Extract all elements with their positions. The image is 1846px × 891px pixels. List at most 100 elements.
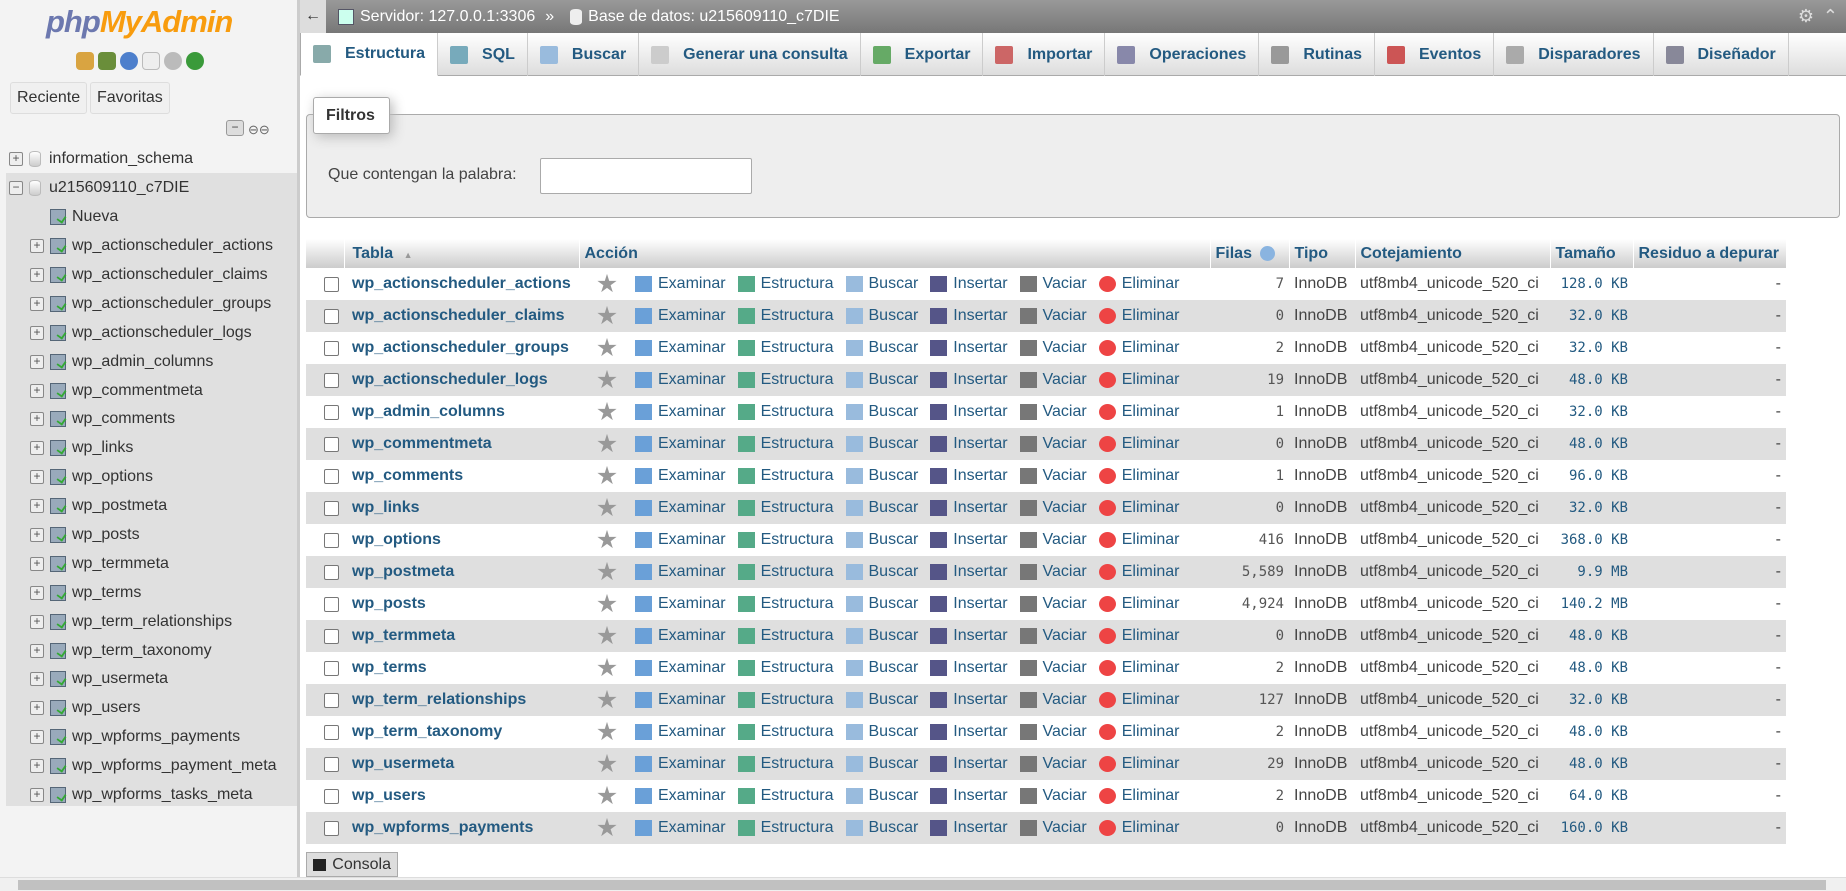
table-name[interactable]: wp_usermeta	[72, 670, 169, 688]
favorite-star-icon[interactable]	[597, 625, 617, 645]
tab-exportar[interactable]: Exportar	[861, 33, 984, 76]
tree-database[interactable]: + information_schema	[0, 145, 297, 174]
action-structure[interactable]: Estructura	[737, 306, 834, 326]
action-insert[interactable]: Insertar	[930, 402, 1008, 422]
row-checkbox[interactable]	[324, 660, 339, 676]
tree-table[interactable]: + wp_wpforms_payment_meta	[0, 752, 297, 781]
expand-icon[interactable]: +	[30, 383, 44, 398]
table-name-link[interactable]: wp_actionscheduler_claims	[352, 307, 565, 324]
table-name[interactable]: wp_actionscheduler_actions	[72, 237, 274, 255]
action-empty[interactable]: Vaciar	[1019, 754, 1087, 774]
action-search[interactable]: Buscar	[845, 306, 918, 326]
action-drop[interactable]: Eliminar	[1098, 754, 1180, 774]
action-drop[interactable]: Eliminar	[1098, 530, 1180, 550]
table-name[interactable]: wp_terms	[72, 583, 142, 601]
action-insert[interactable]: Insertar	[930, 530, 1008, 550]
recent-button[interactable]: Reciente	[10, 82, 88, 114]
action-insert[interactable]: Insertar	[930, 658, 1008, 678]
tree-database[interactable]: − u215609110_c7DIE	[0, 174, 297, 203]
expand-icon[interactable]: +	[30, 499, 44, 514]
action-empty[interactable]: Vaciar	[1019, 306, 1087, 326]
expand-icon[interactable]: +	[30, 585, 44, 600]
header-0[interactable]: Tabla ▲	[344, 239, 580, 268]
tab-buscar[interactable]: Buscar	[528, 33, 640, 76]
action-drop[interactable]: Eliminar	[1098, 466, 1180, 486]
tree-table[interactable]: + wp_actionscheduler_logs	[0, 318, 297, 347]
row-checkbox[interactable]	[324, 500, 339, 516]
tree-table[interactable]: + wp_wpforms_payments	[0, 723, 297, 752]
table-name[interactable]: wp_termmeta	[72, 554, 169, 572]
breadcrumb-server[interactable]: Servidor: 127.0.0.1:3306	[360, 7, 536, 25]
action-insert[interactable]: Insertar	[930, 722, 1008, 742]
expand-icon[interactable]: +	[30, 239, 44, 254]
phpmyadmin-logo[interactable]: phpMyAdmin	[46, 4, 233, 39]
expand-icon[interactable]: +	[30, 672, 44, 687]
action-browse[interactable]: Examinar	[635, 338, 726, 358]
expand-icon[interactable]: +	[9, 152, 23, 167]
action-insert[interactable]: Insertar	[930, 594, 1008, 614]
table-name-link[interactable]: wp_comments	[352, 467, 464, 484]
action-insert[interactable]: Insertar	[930, 626, 1008, 646]
header-2[interactable]: Filas	[1210, 239, 1290, 268]
table-name-link[interactable]: wp_users	[352, 787, 426, 804]
tree-table[interactable]: + wp_termmeta	[0, 549, 297, 578]
action-browse[interactable]: Examinar	[635, 274, 726, 294]
favorite-star-icon[interactable]	[597, 529, 617, 549]
tab-operaciones[interactable]: Operaciones	[1105, 33, 1260, 76]
action-insert[interactable]: Insertar	[930, 274, 1008, 294]
row-checkbox[interactable]	[324, 404, 339, 420]
action-insert[interactable]: Insertar	[930, 690, 1008, 710]
table-name[interactable]: wp_actionscheduler_groups	[72, 294, 272, 312]
header-5[interactable]: Tamaño	[1550, 239, 1634, 268]
favorite-star-icon[interactable]	[597, 465, 617, 485]
action-browse[interactable]: Examinar	[635, 370, 726, 390]
action-browse[interactable]: Examinar	[635, 562, 726, 582]
action-drop[interactable]: Eliminar	[1098, 498, 1180, 518]
table-name-link[interactable]: wp_terms	[352, 659, 427, 676]
action-insert[interactable]: Insertar	[930, 306, 1008, 326]
action-insert[interactable]: Insertar	[930, 434, 1008, 454]
action-drop[interactable]: Eliminar	[1098, 562, 1180, 582]
action-browse[interactable]: Examinar	[635, 626, 726, 646]
tree-table[interactable]: + wp_commentmeta	[0, 376, 297, 405]
row-checkbox[interactable]	[324, 436, 339, 452]
action-search[interactable]: Buscar	[845, 658, 918, 678]
action-insert[interactable]: Insertar	[930, 466, 1008, 486]
favorite-star-icon[interactable]	[597, 433, 617, 453]
action-search[interactable]: Buscar	[845, 818, 918, 838]
tree-table[interactable]: + wp_terms	[0, 578, 297, 607]
tab-rutinas[interactable]: Rutinas	[1259, 33, 1375, 76]
tree-table[interactable]: + wp_options	[0, 463, 297, 492]
row-checkbox[interactable]	[324, 468, 339, 484]
table-name[interactable]: wp_posts	[72, 526, 140, 544]
action-insert[interactable]: Insertar	[930, 562, 1008, 582]
table-name-link[interactable]: wp_commentmeta	[352, 435, 492, 452]
action-search[interactable]: Buscar	[845, 562, 918, 582]
action-empty[interactable]: Vaciar	[1019, 658, 1087, 678]
expand-icon[interactable]: +	[30, 614, 44, 629]
action-search[interactable]: Buscar	[845, 690, 918, 710]
help-icon[interactable]	[120, 52, 138, 70]
table-name-link[interactable]: wp_links	[352, 499, 420, 516]
action-drop[interactable]: Eliminar	[1098, 722, 1180, 742]
table-name[interactable]: wp_admin_columns	[72, 352, 214, 370]
table-name-link[interactable]: wp_usermeta	[352, 755, 455, 772]
action-browse[interactable]: Examinar	[635, 722, 726, 742]
tree-table[interactable]: + wp_admin_columns	[0, 347, 297, 376]
favorite-star-icon[interactable]	[597, 593, 617, 613]
action-drop[interactable]: Eliminar	[1098, 658, 1180, 678]
expand-icon[interactable]: +	[30, 268, 44, 282]
action-browse[interactable]: Examinar	[635, 786, 726, 806]
action-insert[interactable]: Insertar	[930, 370, 1008, 390]
action-empty[interactable]: Vaciar	[1019, 626, 1087, 646]
sort-asc-icon[interactable]: ▲	[401, 249, 413, 260]
expand-icon[interactable]: +	[30, 701, 44, 716]
expand-icon[interactable]: +	[30, 759, 44, 774]
table-name-link[interactable]: wp_termmeta	[352, 627, 456, 644]
row-checkbox[interactable]	[324, 276, 339, 292]
row-checkbox[interactable]	[324, 628, 339, 644]
reload-icon[interactable]	[186, 52, 204, 70]
action-structure[interactable]: Estructura	[737, 722, 834, 742]
action-browse[interactable]: Examinar	[635, 402, 726, 422]
action-structure[interactable]: Estructura	[737, 498, 834, 518]
